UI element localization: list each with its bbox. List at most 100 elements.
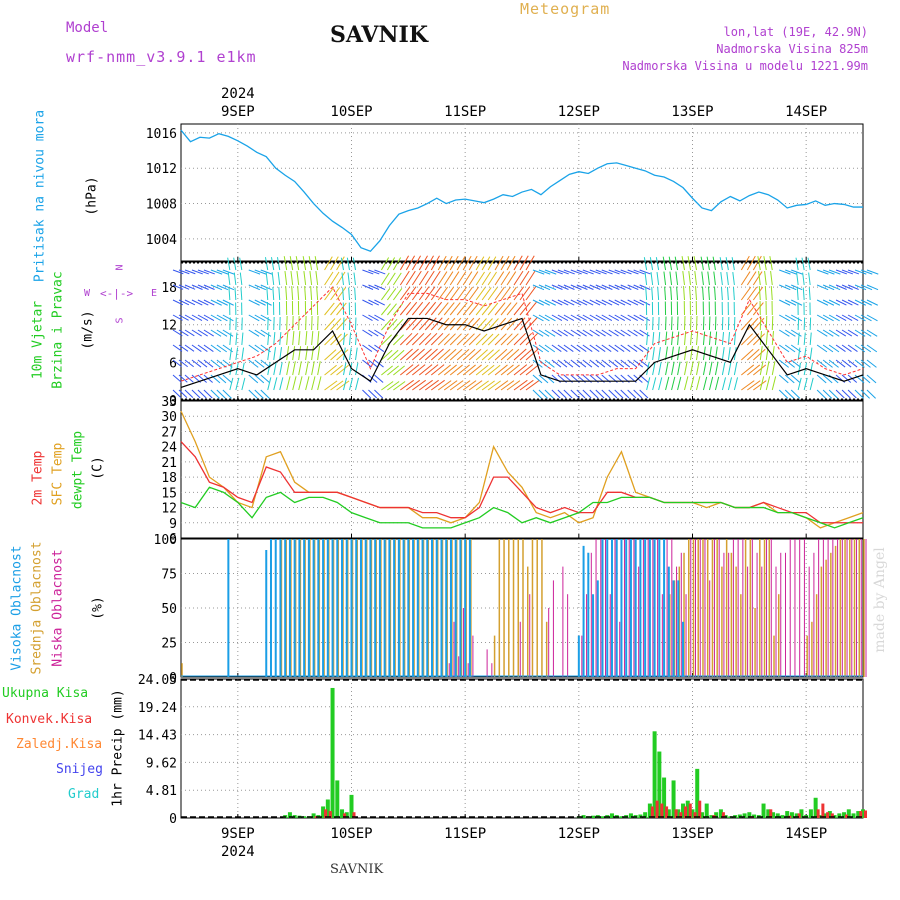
- wind-barb: [620, 329, 631, 337]
- wind-barb: [601, 314, 613, 322]
- wind-barb: [614, 299, 626, 306]
- wind-barb: [702, 286, 704, 301]
- altitude-label: Nadmorska Visina 825m: [716, 42, 868, 56]
- wind-barb: [437, 271, 448, 286]
- ytick-temperature: 9: [169, 517, 177, 532]
- wind-barb: [254, 284, 267, 291]
- wind-barb: [732, 286, 735, 301]
- wind-barb: [664, 286, 667, 301]
- wind-barb: [633, 359, 644, 368]
- wind-barb: [563, 344, 574, 353]
- wind-barb: [265, 272, 269, 286]
- precip-total-bar: [657, 751, 662, 818]
- wind-barb: [309, 271, 313, 286]
- wind-barb: [506, 302, 518, 316]
- wind-barb: [790, 329, 802, 337]
- wind-barb: [570, 344, 581, 353]
- precip-conv-bar: [655, 800, 659, 818]
- wind-barb: [582, 344, 593, 353]
- precip-total-bar: [799, 809, 804, 818]
- wind-barb: [286, 361, 290, 376]
- precip-conv-bar: [324, 809, 328, 818]
- ytick-temperature: 21: [161, 456, 177, 471]
- wind-barb: [393, 318, 404, 331]
- wind-barb: [608, 314, 620, 322]
- wind-barb: [746, 255, 756, 271]
- wind-barb: [285, 285, 288, 301]
- wind-barb: [627, 284, 639, 290]
- wind-barb: [860, 314, 872, 322]
- wind-barb: [513, 379, 528, 391]
- wind-barb: [589, 389, 599, 399]
- wind-barb: [576, 329, 587, 337]
- wind-barb: [178, 374, 188, 383]
- wind-barb: [494, 317, 507, 331]
- wind-barb: [241, 332, 244, 346]
- wind-barb: [172, 374, 182, 383]
- wind-barb: [172, 269, 184, 275]
- xtick-top-label: 12SEP: [558, 104, 600, 120]
- wind-barb: [324, 287, 335, 301]
- wind-barb: [695, 285, 697, 301]
- wind-barb: [669, 271, 673, 286]
- wind-barb: [633, 344, 644, 353]
- precip-total-bar: [321, 806, 326, 818]
- wind-barb: [424, 348, 438, 361]
- wind-barb: [796, 272, 799, 286]
- wind-barb: [646, 377, 651, 391]
- wind-barb: [336, 380, 350, 391]
- precip-total-bar: [335, 780, 340, 818]
- wind-barb: [513, 364, 528, 376]
- wind-barb: [399, 332, 413, 346]
- wind-barb: [399, 270, 410, 286]
- wind-barb: [532, 329, 544, 337]
- wind-barb: [449, 317, 462, 331]
- precip-total-bar: [747, 812, 752, 818]
- wind-barb: [443, 302, 455, 316]
- wind-barb: [475, 364, 489, 376]
- wind-barb: [860, 389, 870, 399]
- wind-barb: [222, 359, 233, 368]
- wind-barb: [267, 332, 270, 346]
- wind-barb: [260, 359, 271, 368]
- wind-barb: [720, 286, 723, 301]
- wind-barb: [260, 299, 272, 306]
- wind-barb: [771, 331, 774, 346]
- wind-barb: [184, 314, 195, 321]
- wind-barb: [248, 284, 261, 291]
- wind-barb: [860, 344, 872, 353]
- wind-barb: [362, 389, 372, 399]
- precip-total-bar: [344, 812, 349, 818]
- wind-barb: [674, 256, 679, 271]
- wind-barb: [362, 344, 373, 353]
- xtick-top-label: 13SEP: [671, 104, 713, 120]
- wind-barb: [481, 364, 495, 376]
- wind-barb: [336, 364, 349, 376]
- wind-barb: [362, 299, 373, 306]
- wind-barb: [296, 271, 300, 286]
- wind-barb: [816, 299, 829, 306]
- wind-barb: [652, 377, 657, 391]
- wind-barb: [203, 314, 215, 322]
- wind-barb: [551, 284, 563, 290]
- compass-w: W: [84, 288, 91, 299]
- wind-barb: [222, 299, 234, 306]
- wind-barb: [785, 284, 797, 291]
- wind-barb: [346, 257, 350, 271]
- wind-barb: [649, 257, 654, 271]
- wind-barb: [343, 332, 346, 346]
- wind-barb: [809, 362, 814, 376]
- wind-barb: [563, 269, 575, 275]
- wind-barb: [203, 284, 215, 290]
- wind-barb: [708, 361, 713, 376]
- wind-barb: [525, 348, 539, 361]
- wind-barb: [714, 361, 719, 376]
- wind-barb: [437, 364, 451, 376]
- wind-barb: [828, 314, 840, 322]
- wind-barb: [374, 389, 384, 399]
- wind-barb: [506, 348, 520, 361]
- wind-barb: [778, 359, 789, 368]
- t2m-line: [180, 441, 863, 524]
- wind-barb: [808, 287, 811, 301]
